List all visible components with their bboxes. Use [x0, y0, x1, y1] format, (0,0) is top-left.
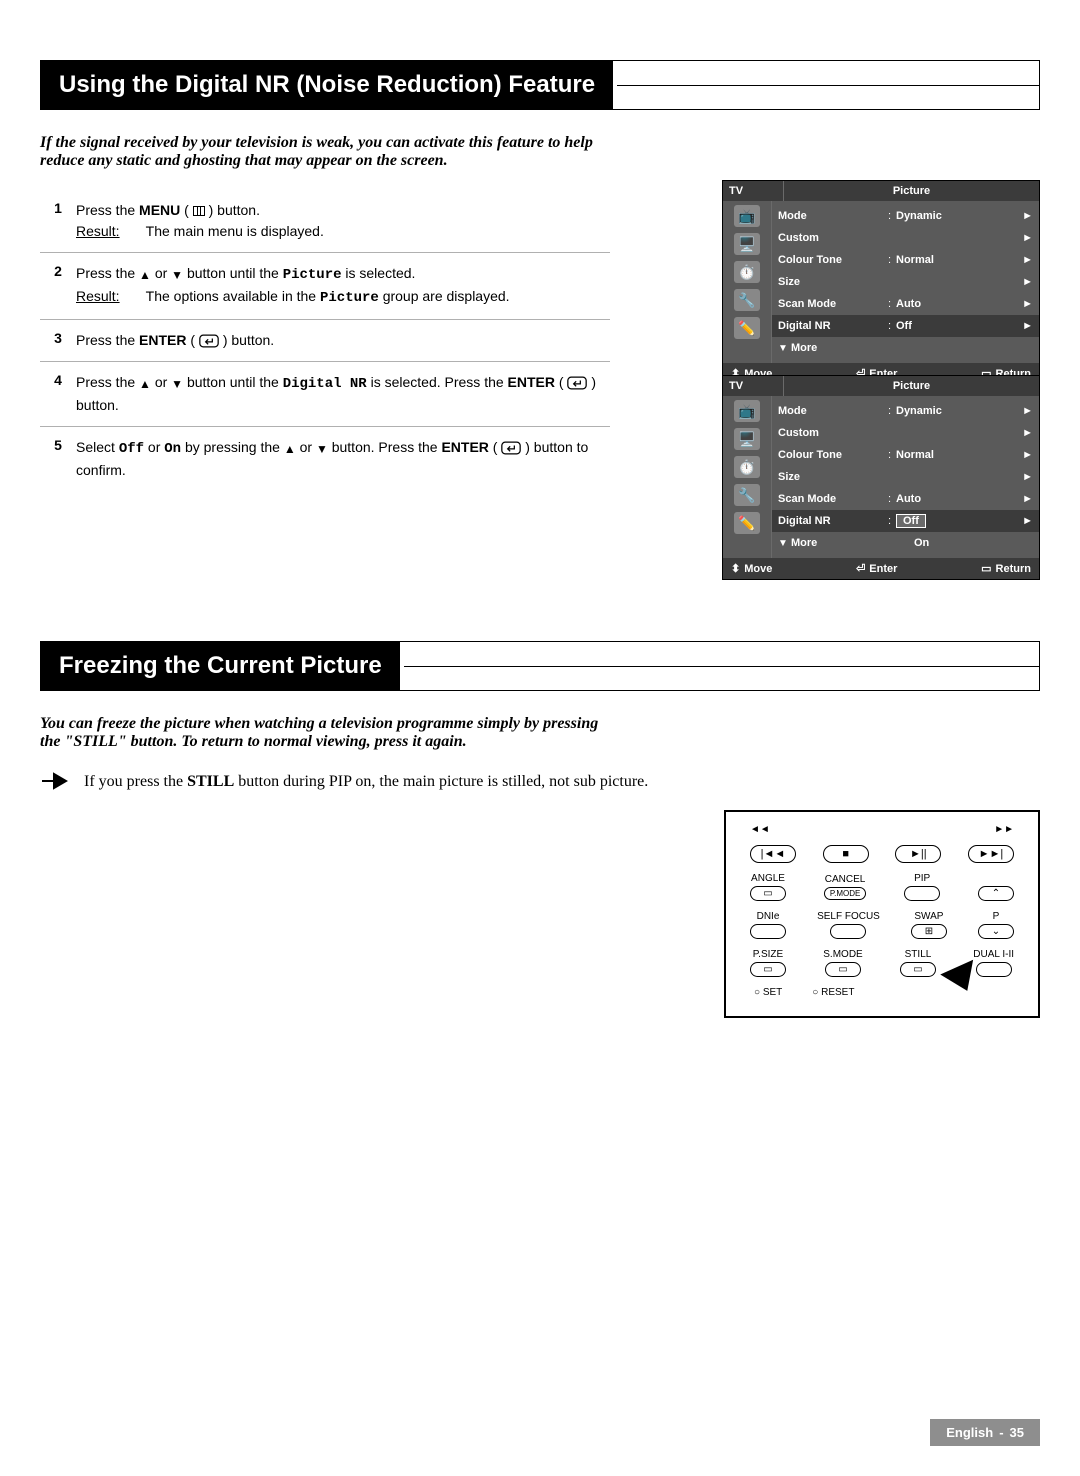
osd-row: Custom►: [772, 227, 1039, 249]
remote-still-label: STILL: [905, 949, 932, 960]
osd2-tv-label: TV: [723, 376, 784, 396]
step-number: 4: [40, 372, 76, 416]
osd-row: Digital NR:Off►: [772, 510, 1039, 532]
osd1-title: Picture: [784, 181, 1039, 201]
still-note: If you press the STILL button during PIP…: [40, 771, 680, 793]
osd2-footer: ⬍ Move ⏎ Enter ▭ Return: [723, 558, 1039, 579]
up-icon: ▲: [139, 375, 151, 393]
remote-p-label: P: [993, 911, 1000, 922]
osd-icon: ✏️: [734, 512, 760, 534]
osd-row: Colour Tone:Normal►: [772, 249, 1039, 271]
remote-dnie-label: DNIe: [757, 911, 780, 922]
osd-icon: 📺: [734, 205, 760, 227]
osd-menu-1: TV Picture 📺 🖥️ ⏱️ 🔧 ✏️ Mode:Dynamic►Cus…: [722, 180, 1040, 385]
osd-icon: ⏱️: [734, 456, 760, 478]
title-rule: [404, 666, 1039, 667]
osd-icon: 🔧: [734, 484, 760, 506]
osd-row: ▼ More: [772, 337, 1039, 359]
footer-page-number: 35: [1010, 1425, 1024, 1440]
page-footer: English - 35: [930, 1419, 1040, 1446]
osd1-tv-label: TV: [723, 181, 784, 201]
step-3: 3 Press the ENTER ( ) button.: [40, 320, 610, 362]
step-5: 5 Select Off or On by pressing the ▲ or …: [40, 427, 610, 491]
section2-title-row: Freezing the Current Picture: [40, 641, 1040, 691]
osd-icon: 📺: [734, 400, 760, 422]
up-icon: ▲: [139, 266, 151, 284]
osd-row: Mode:Dynamic►: [772, 400, 1039, 422]
down-icon: ▼: [316, 440, 328, 458]
osd-row: Digital NR:Off►: [772, 315, 1039, 337]
osd-icon: 🖥️: [734, 233, 760, 255]
osd-row: Size►: [772, 466, 1039, 488]
menu-icon: [193, 206, 205, 216]
step-body: Press the ▲ or ▼ button until the Pictur…: [76, 263, 610, 309]
section2-title: Freezing the Current Picture: [41, 642, 400, 690]
result-label: Result:: [76, 286, 142, 307]
title-rule: [617, 85, 1039, 86]
osd-footer-enter: ⏎ Enter: [856, 562, 897, 575]
step-number: 3: [40, 330, 76, 351]
step-number: 5: [40, 437, 76, 481]
remote-pip-label: PIP: [914, 873, 930, 884]
enter-icon: [501, 441, 521, 455]
step-body: Press the MENU ( ) button. Result: The m…: [76, 200, 610, 242]
up-icon: ▲: [284, 440, 296, 458]
osd1-icons-col: 📺 🖥️ ⏱️ 🔧 ✏️: [723, 201, 772, 363]
footer-language: English: [946, 1425, 993, 1440]
osd1-items: Mode:Dynamic►Custom►Colour Tone:Normal►S…: [772, 201, 1039, 363]
remote-play-button: ►||: [895, 845, 941, 863]
step-body: Press the ▲ or ▼ button until the Digita…: [76, 372, 610, 416]
section1-title-row: Using the Digital NR (Noise Reduction) F…: [40, 60, 1040, 110]
step-body: Press the ENTER ( ) button.: [76, 330, 610, 351]
section2-intro: You can freeze the picture when watching…: [40, 715, 600, 751]
osd-row: Size►: [772, 271, 1039, 293]
remote-cancel-label: CANCEL: [825, 874, 866, 885]
enter-icon: [199, 334, 219, 348]
remote-next-button: ►►|: [968, 845, 1014, 863]
osd-icon: 🔧: [734, 289, 760, 311]
osd-row: ▼ MoreOn: [772, 532, 1039, 554]
remote-set-label: SET: [754, 987, 782, 998]
step-2: 2 Press the ▲ or ▼ button until the Pict…: [40, 253, 610, 320]
remote-prev-button: |◄◄: [750, 845, 796, 863]
osd2-icons-col: 📺 🖥️ ⏱️ 🔧 ✏️: [723, 396, 772, 558]
step-body: Select Off or On by pressing the ▲ or ▼ …: [76, 437, 610, 481]
steps-list: 1 Press the MENU ( ) button. Result: The…: [40, 190, 610, 491]
osd-row: Mode:Dynamic►: [772, 205, 1039, 227]
step-number: 2: [40, 263, 76, 309]
down-icon: ▼: [171, 266, 183, 284]
step-4: 4 Press the ▲ or ▼ button until the Digi…: [40, 362, 610, 427]
remote-selffocus-label: SELF FOCUS: [817, 911, 880, 922]
remote-reset-label: RESET: [812, 987, 854, 998]
remote-dual-label: DUAL I-II: [973, 949, 1014, 960]
step-number: 1: [40, 200, 76, 242]
osd-footer-return: ▭ Return: [981, 562, 1031, 575]
osd-icon: 🖥️: [734, 428, 760, 450]
remote-rewind-label: ◄◄: [750, 824, 770, 835]
remote-swap-label: SWAP: [914, 911, 943, 922]
remote-stop-button: ■: [823, 845, 869, 863]
remote-angle-label: ANGLE: [751, 873, 785, 884]
remote-illustration: ◄◄ ►► |◄◄ ■ ►|| ►►| ANGLE▭ CANCELP.MODE …: [724, 810, 1040, 1018]
result-label: Result:: [76, 221, 142, 242]
osd-menu-2: TV Picture 📺 🖥️ ⏱️ 🔧 ✏️ Mode:Dynamic►Cus…: [722, 375, 1040, 580]
osd-icon: ⏱️: [734, 261, 760, 283]
step-1: 1 Press the MENU ( ) button. Result: The…: [40, 190, 610, 253]
remote-ffwd-label: ►►: [994, 824, 1014, 835]
section1-title: Using the Digital NR (Noise Reduction) F…: [41, 61, 613, 109]
remote-psize-label: P.SIZE: [753, 949, 783, 960]
enter-icon: [567, 376, 587, 390]
osd2-items: Mode:Dynamic►Custom►Colour Tone:Normal►S…: [772, 396, 1039, 558]
osd-footer-move: ⬍ Move: [731, 562, 772, 575]
osd-row: Scan Mode:Auto►: [772, 488, 1039, 510]
osd-icon: ✏️: [734, 317, 760, 339]
osd-row: Custom►: [772, 422, 1039, 444]
osd-row: Colour Tone:Normal►: [772, 444, 1039, 466]
remote-smode-label: S.MODE: [823, 949, 862, 960]
osd-row: Scan Mode:Auto►: [772, 293, 1039, 315]
osd2-title: Picture: [784, 376, 1039, 396]
down-icon: ▼: [171, 375, 183, 393]
note-arrow-icon: [40, 771, 70, 791]
section1-intro: If the signal received by your televisio…: [40, 134, 600, 170]
